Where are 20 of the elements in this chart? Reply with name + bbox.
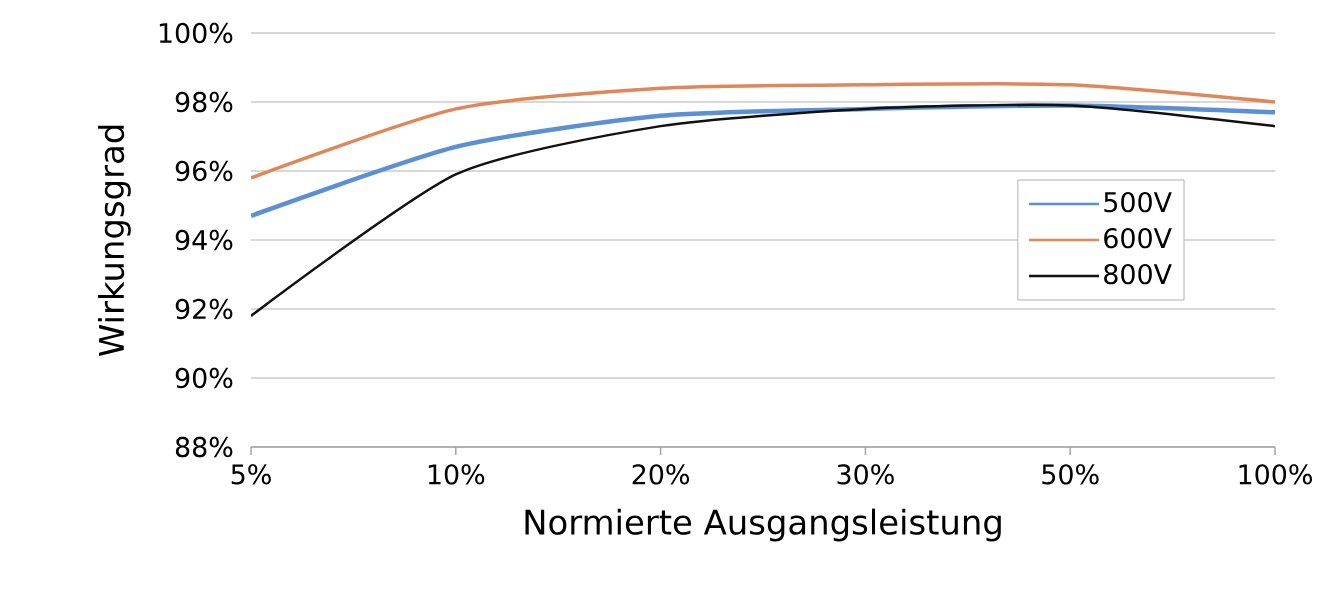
legend-label: 800V [1104, 263, 1172, 285]
y-tick-label: 98% [175, 91, 233, 113]
y-tick-label: 100% [159, 22, 233, 44]
line-series [251, 103, 1276, 318]
line-series [251, 82, 1276, 180]
x-tick-label: 100% [1239, 464, 1312, 485]
x-tick-label: 50% [1042, 464, 1099, 485]
y-axis-title: Wirkungsgrad [98, 125, 131, 357]
x-axis-title: Normierte Ausgangsleistung [525, 508, 1001, 542]
y-tick-label: 94% [175, 229, 233, 251]
legend-label: 600V [1104, 227, 1172, 249]
y-tick-label: 92% [175, 298, 233, 320]
y-tick-label: 88% [175, 436, 233, 458]
x-tick-label: 20% [632, 464, 689, 485]
x-tick-label: 30% [837, 464, 894, 485]
x-tick-label: 10% [428, 464, 485, 485]
y-tick-label: 90% [175, 367, 233, 389]
y-tick-label: 96% [175, 160, 233, 182]
legend-label: 500V [1104, 192, 1172, 213]
x-tick-label: 5% [231, 464, 271, 485]
